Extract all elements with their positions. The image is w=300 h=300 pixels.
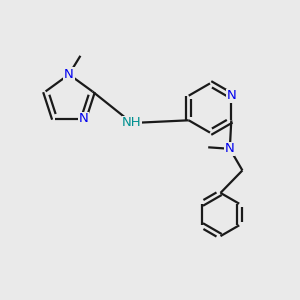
- Text: N: N: [64, 68, 74, 81]
- Text: N: N: [225, 142, 235, 155]
- Text: NH: NH: [122, 116, 142, 130]
- Text: N: N: [79, 112, 88, 125]
- Text: N: N: [226, 89, 236, 102]
